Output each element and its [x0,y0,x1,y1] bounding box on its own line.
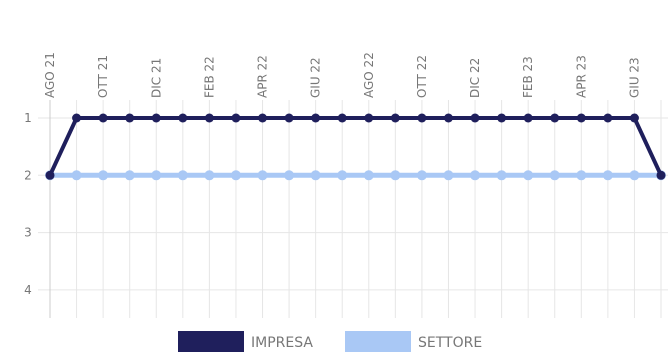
data-point-settore [310,170,321,181]
y-tick-labels: 1 2 3 4 [24,111,32,297]
data-point-settore [602,170,613,181]
data-point-impresa [390,113,400,123]
data-point-impresa [443,113,453,123]
data-point-impresa [576,113,586,123]
grid [38,100,668,318]
data-point-impresa [178,113,188,123]
data-point-settore [549,170,560,181]
data-point-settore [337,170,348,181]
data-point-impresa [550,113,560,123]
x-tick-label: APR 23 [574,55,588,98]
data-point-settore [443,170,454,181]
data-point-impresa [497,113,507,123]
data-point-impresa [523,113,533,123]
legend: IMPRESA SETTORE [178,331,482,352]
data-point-settore [204,170,215,181]
x-tick-label: GIU 23 [627,57,641,98]
y-tick-label: 4 [24,283,32,297]
x-tick-label: DIC 22 [468,58,482,98]
x-tick-label: APR 22 [256,55,270,98]
data-point-impresa [337,113,347,123]
x-tick-label: AGO 22 [362,52,376,98]
x-tick-label: OTT 21 [96,55,110,98]
data-point-settore [177,170,188,181]
data-point-impresa [98,113,108,123]
data-point-settore [390,170,401,181]
data-point-settore [363,170,374,181]
data-point-impresa [603,113,613,123]
x-tick-label: GIU 22 [309,57,323,98]
data-point-settore [284,170,295,181]
y-tick-label: 3 [24,226,32,240]
data-point-impresa [45,170,55,180]
data-point-settore [496,170,507,181]
x-tick-label: AGO 21 [43,52,57,98]
data-point-settore [151,170,162,181]
y-tick-label: 1 [24,111,32,125]
data-point-impresa [470,113,480,123]
data-point-settore [257,170,268,181]
data-point-impresa [151,113,161,123]
data-point-impresa [258,113,268,123]
legend-swatch-impresa [178,331,244,352]
data-point-settore [629,170,640,181]
data-point-settore [523,170,534,181]
x-tick-label: FEB 22 [202,56,216,98]
data-point-impresa [231,113,241,123]
data-point-impresa [125,113,135,123]
data-point-settore [230,170,241,181]
data-point-impresa [72,113,82,123]
data-point-impresa [417,113,427,123]
data-point-settore [98,170,109,181]
data-point-settore [470,170,481,181]
data-point-impresa [284,113,294,123]
x-tick-label: DIC 21 [149,58,163,98]
x-tick-labels: AGO 21 OTT 21 DIC 21 FEB 22 APR 22 GIU 22 AGO … [43,52,641,98]
data-point-impresa [204,113,214,123]
data-point-settore [416,170,427,181]
data-point-settore [124,170,135,181]
x-tick-label: FEB 23 [521,56,535,98]
series [45,113,666,181]
data-point-impresa [311,113,321,123]
legend-label-impresa: IMPRESA [251,335,313,351]
data-point-settore [576,170,587,181]
data-point-impresa [364,113,374,123]
y-tick-label: 2 [24,168,32,182]
legend-swatch-settore [345,331,411,352]
legend-label-settore: SETTORE [418,335,482,351]
series-line-impresa [48,116,663,177]
x-tick-label: OTT 22 [415,55,429,98]
data-point-impresa [629,113,639,123]
data-point-impresa [656,170,666,180]
data-point-settore [71,170,82,181]
